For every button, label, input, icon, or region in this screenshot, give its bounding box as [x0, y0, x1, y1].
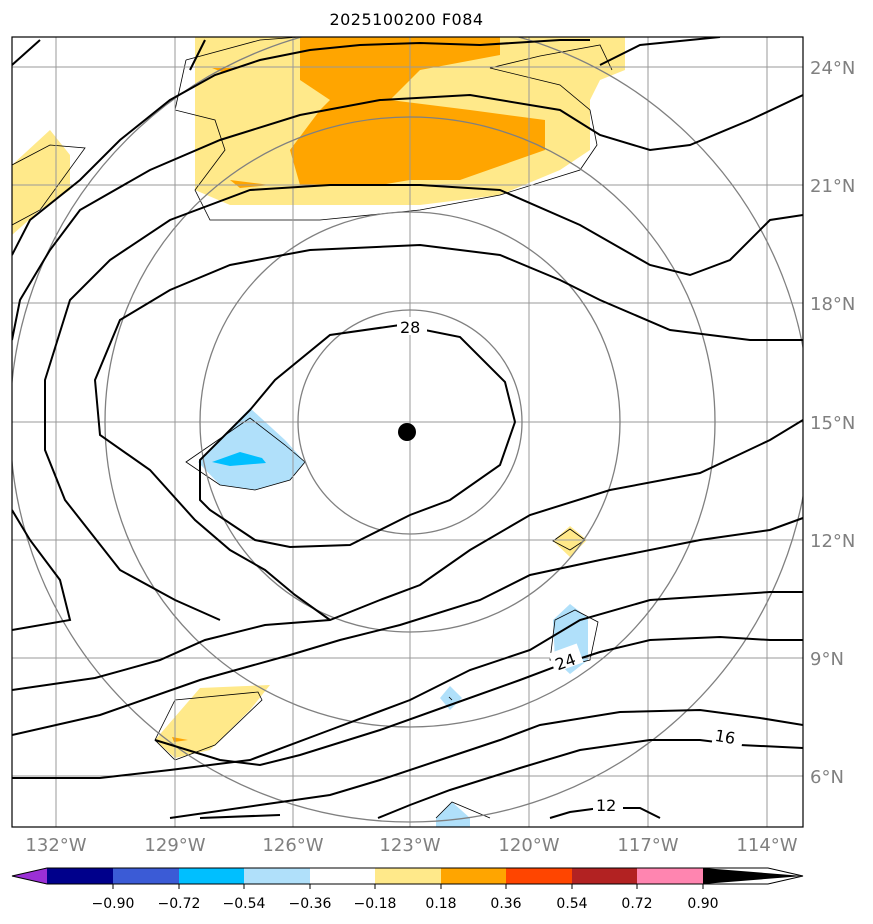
lat-label: 18°N	[810, 294, 855, 315]
colorbar-tick: −0.90	[92, 896, 135, 912]
colorbar-tick: −0.36	[289, 896, 332, 912]
contour-label-16: 16	[713, 726, 736, 748]
lat-label: 9°N	[810, 649, 844, 670]
lat-label: 21°N	[810, 176, 855, 197]
colorbar-segment	[375, 868, 441, 884]
map-area: 28 24 16 12	[12, 37, 803, 827]
lon-label: 129°W	[144, 835, 205, 856]
colorbar-tick: 0.54	[556, 896, 587, 912]
colorbar-segment	[506, 868, 572, 884]
lat-label: 15°N	[810, 413, 855, 434]
contour-label-28: 28	[400, 318, 420, 337]
lon-label: 132°W	[25, 835, 86, 856]
lon-label: 120°W	[498, 835, 559, 856]
lat-label: 12°N	[810, 531, 855, 552]
map-title: 2025100200 F084	[329, 10, 484, 29]
colorbar-tick: −0.72	[158, 896, 201, 912]
lon-label: 126°W	[262, 835, 323, 856]
contour-label-12: 12	[596, 796, 616, 815]
colorbar-extend-high	[703, 868, 803, 884]
colorbar-segment	[113, 868, 179, 884]
colorbar-extend-low	[12, 868, 47, 884]
lon-labels: 132°W 129°W 126°W 123°W 120°W 117°W 114°…	[25, 835, 797, 856]
lon-label: 123°W	[379, 835, 440, 856]
colorbar-tick: 0.72	[621, 896, 652, 912]
range-rings	[12, 37, 803, 823]
storm-center-marker	[398, 423, 416, 441]
contours	[12, 37, 803, 819]
colorbar-segment	[244, 868, 310, 884]
colorbar-tick: 0.36	[490, 896, 521, 912]
lon-label: 117°W	[617, 835, 678, 856]
lon-label: 114°W	[736, 835, 797, 856]
colorbar-tick: −0.18	[354, 896, 397, 912]
contour-labels: 28 24 16 12	[397, 317, 745, 815]
lat-label: 24°N	[810, 58, 855, 79]
colorbar-segment	[179, 868, 244, 884]
colorbar-segment	[637, 868, 703, 884]
colorbar-tick: 0.18	[425, 896, 456, 912]
colorbar-segment	[572, 868, 637, 884]
colorbar-tick: 0.90	[687, 896, 718, 912]
colorbar-segment	[47, 868, 113, 884]
colorbar: −0.90 −0.72 −0.54 −0.36 −0.18 0.18 0.36 …	[11, 867, 804, 912]
graticule	[12, 37, 803, 827]
colorbar-tick: −0.54	[223, 896, 266, 912]
shading-positive	[12, 37, 625, 758]
lat-labels: 24°N 21°N 18°N 15°N 12°N 9°N 6°N	[810, 58, 855, 788]
colorbar-segment	[310, 868, 375, 884]
lat-label: 6°N	[810, 767, 844, 788]
map-frame	[11, 36, 804, 828]
colorbar-segment	[441, 868, 506, 884]
